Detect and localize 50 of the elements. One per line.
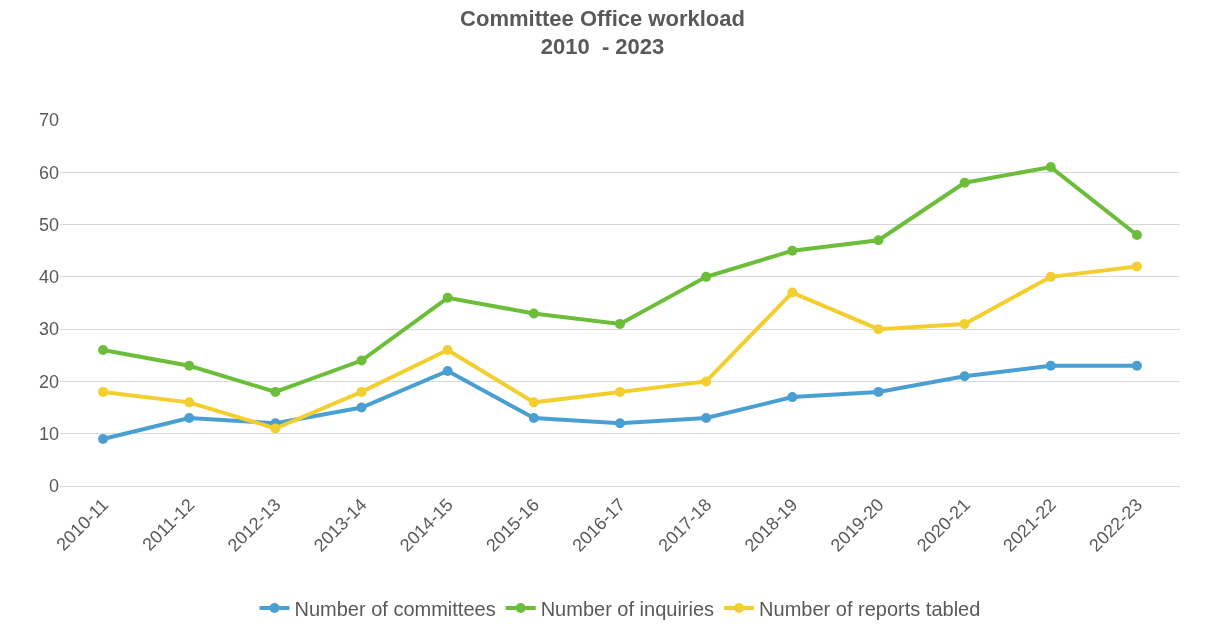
- y-tick-label: 50: [38, 214, 59, 235]
- point: [442, 292, 453, 303]
- chart-title: Committee Office workload 2010 - 2023: [460, 5, 745, 60]
- point: [528, 397, 539, 408]
- legend-label: Number of inquiries: [540, 597, 715, 620]
- point: [1045, 360, 1056, 371]
- y-tick-label: 20: [38, 371, 59, 392]
- point: [1045, 162, 1056, 173]
- point: [615, 418, 625, 429]
- point: [270, 386, 281, 397]
- point: [356, 355, 367, 366]
- point: [98, 386, 109, 397]
- point: [959, 371, 970, 382]
- point: [873, 386, 884, 397]
- point: [1045, 271, 1056, 282]
- point: [98, 345, 109, 356]
- y-tick-label: 0: [48, 476, 59, 497]
- point: [787, 287, 798, 298]
- point: [528, 413, 539, 424]
- y-tick-label: 70: [38, 110, 59, 131]
- point: [184, 413, 195, 424]
- y-tick-label: 40: [38, 267, 59, 288]
- point: [701, 271, 712, 282]
- point: [615, 386, 625, 397]
- point: [787, 245, 798, 256]
- point: [184, 360, 195, 371]
- point: [959, 318, 970, 329]
- legend-label: Number of reports tabled: [759, 597, 981, 620]
- point: [270, 423, 281, 434]
- point: [873, 235, 884, 246]
- y-tick-label: 30: [38, 319, 59, 340]
- point: [98, 433, 109, 444]
- point: [356, 386, 367, 397]
- point: [442, 365, 453, 376]
- point: [701, 413, 712, 424]
- point: [959, 177, 970, 188]
- point: [442, 345, 453, 356]
- point: [528, 308, 539, 319]
- point: [787, 392, 798, 403]
- point: [356, 402, 367, 413]
- point: [615, 318, 625, 329]
- y-tick-label: 10: [38, 424, 59, 445]
- point: [701, 376, 712, 387]
- point: [1131, 261, 1142, 272]
- point: [184, 397, 195, 408]
- point: [1131, 230, 1142, 241]
- legend-label: Number of committees: [294, 597, 496, 620]
- point: [873, 324, 884, 335]
- point: [1131, 360, 1142, 371]
- y-tick-label: 60: [38, 162, 59, 183]
